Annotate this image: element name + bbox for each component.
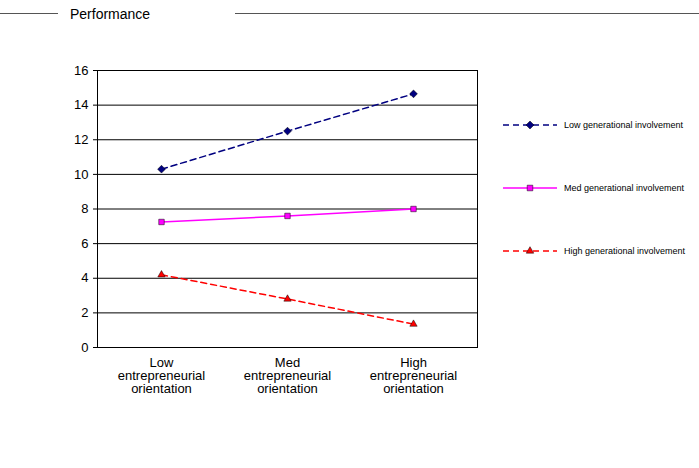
svg-text:Lowentrepreneurialorientation: Lowentrepreneurialorientation xyxy=(118,355,206,396)
svg-text:4: 4 xyxy=(81,270,88,285)
svg-text:8: 8 xyxy=(81,201,88,216)
html-text:Low generational involvement: Low generational involvement xyxy=(564,120,684,130)
svg-text:Highentrepreneurialorientation: Highentrepreneurialorientation xyxy=(370,355,458,396)
svg-text:14: 14 xyxy=(74,97,88,112)
svg-text:6: 6 xyxy=(81,236,88,251)
html-text:Med generational involvement: Med generational involvement xyxy=(564,183,685,193)
svg-text:Medentrepreneurialorientation: Medentrepreneurialorientation xyxy=(244,355,332,396)
svg-text:10: 10 xyxy=(74,167,88,182)
svg-text:0: 0 xyxy=(81,340,88,355)
html-text:High generational involvement: High generational involvement xyxy=(564,246,686,256)
html-text:Performance: Performance xyxy=(70,6,151,22)
svg-text:12: 12 xyxy=(74,132,88,147)
svg-text:2: 2 xyxy=(81,305,88,320)
svg-text:16: 16 xyxy=(74,63,88,78)
